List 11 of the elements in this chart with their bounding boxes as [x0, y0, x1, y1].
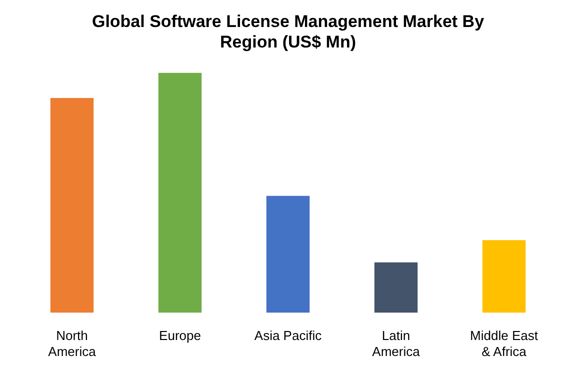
bar: [266, 196, 310, 313]
x-tick-label: Middle East & Africa: [470, 328, 538, 359]
x-tick-label: North America: [48, 328, 97, 359]
bar: [374, 262, 418, 313]
x-tick-label: Latin America: [372, 328, 421, 359]
bar: [50, 98, 94, 313]
x-tick-label: Europe: [159, 328, 201, 344]
bar: [158, 72, 202, 313]
chart-title: Global Software License Management Market By Region (US$ Mn): [92, 12, 485, 52]
x-tick-label: Asia Pacific: [254, 328, 322, 344]
bar: [482, 240, 526, 313]
